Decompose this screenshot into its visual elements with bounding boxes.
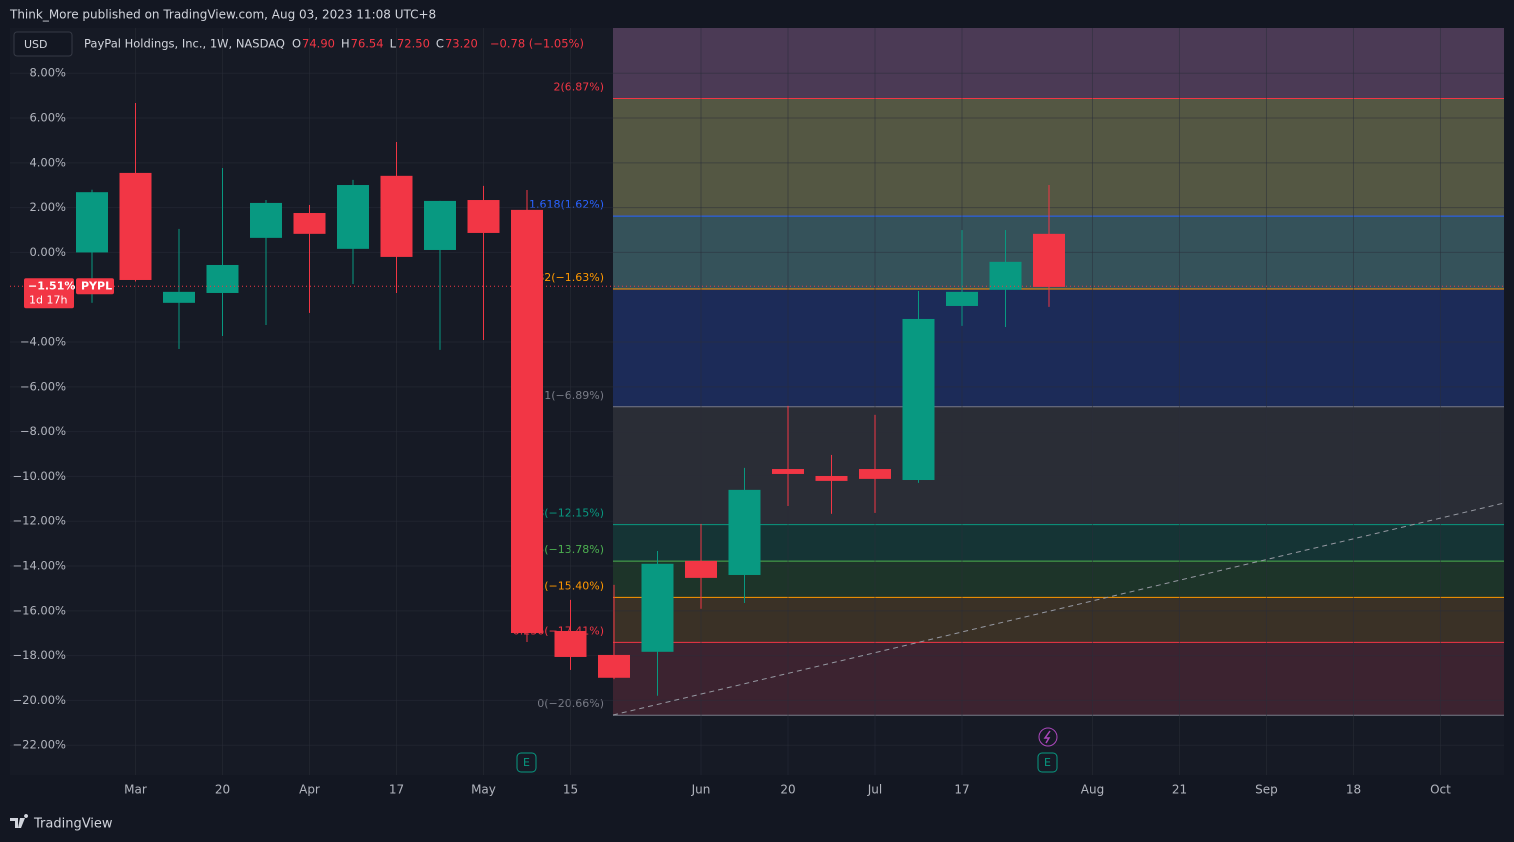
candle-body bbox=[467, 200, 500, 233]
fib-zone bbox=[613, 524, 1504, 562]
legend-change: −0.78 (−1.05%) bbox=[490, 37, 584, 51]
candle-body bbox=[119, 172, 152, 280]
fib-label: 1.618(1.62%) bbox=[529, 198, 604, 211]
legend-l-key: L bbox=[390, 37, 397, 51]
y-tick-label: −10.00% bbox=[13, 469, 67, 483]
candle-body bbox=[597, 654, 630, 678]
candles bbox=[75, 103, 1065, 696]
candle-body bbox=[1032, 233, 1065, 287]
y-tick-label: 8.00% bbox=[29, 66, 66, 80]
legend-o: 74.90 bbox=[302, 37, 335, 51]
y-tick-label: 0.00% bbox=[29, 245, 66, 259]
symbol-badge-text: PYPL bbox=[81, 279, 112, 292]
fib-zone bbox=[613, 642, 1504, 716]
candle-body bbox=[989, 261, 1022, 290]
earnings-letter: E bbox=[523, 756, 530, 769]
y-tick-label: −22.00% bbox=[13, 738, 67, 752]
legend-h: 76.54 bbox=[351, 37, 384, 51]
candle-body bbox=[423, 200, 456, 250]
y-tick-label: −4.00% bbox=[20, 335, 66, 349]
legend-c: 73.20 bbox=[445, 37, 478, 51]
x-tick-label: Mar bbox=[124, 783, 147, 797]
candle-body bbox=[641, 563, 674, 652]
grid bbox=[10, 28, 1504, 775]
candle-body bbox=[75, 192, 108, 253]
candle-body bbox=[510, 209, 543, 633]
y-tick-label: −8.00% bbox=[20, 424, 66, 438]
earnings-icon[interactable] bbox=[1037, 752, 1058, 773]
legend: PayPal Holdings, Inc., 1W, NASDAQ O 74.90 H… bbox=[84, 37, 584, 51]
x-tick-label: Sep bbox=[1255, 783, 1278, 797]
candle-body bbox=[902, 318, 935, 481]
price-badge-value: −1.51% bbox=[28, 279, 75, 292]
candle-body bbox=[815, 475, 848, 481]
fib-zone bbox=[613, 288, 1504, 407]
earnings-letter: E bbox=[1044, 756, 1051, 769]
y-tick-label: −12.00% bbox=[13, 514, 67, 528]
candle-body bbox=[945, 291, 978, 306]
fib-label: 2(6.87%) bbox=[553, 81, 604, 94]
candle-body bbox=[380, 175, 413, 257]
y-tick-label: −18.00% bbox=[13, 648, 67, 662]
x-tick-label: Apr bbox=[299, 783, 320, 797]
earnings-icon[interactable] bbox=[516, 752, 537, 773]
fib-zone bbox=[613, 561, 1504, 598]
candle-body bbox=[336, 185, 369, 249]
x-tick-label: 20 bbox=[215, 783, 230, 797]
y-tick-label: −6.00% bbox=[20, 379, 66, 393]
x-tick-label: 17 bbox=[954, 783, 969, 797]
x-tick-label: 20 bbox=[780, 783, 795, 797]
price-badge bbox=[24, 278, 74, 309]
y-tick-label: −20.00% bbox=[13, 693, 67, 707]
price-badge-countdown: 1d 17h bbox=[29, 293, 67, 306]
candle-body bbox=[771, 469, 804, 474]
legend-l: 72.50 bbox=[397, 37, 430, 51]
legend-title: PayPal Holdings, Inc., 1W, NASDAQ bbox=[84, 37, 285, 51]
x-tick-label: 18 bbox=[1346, 783, 1361, 797]
axes: 8.00% 6.00% 4.00% 2.00% 0.00% −4.00% −6.00% −8.… bbox=[10, 66, 1504, 797]
x-tick-label: 21 bbox=[1172, 783, 1187, 797]
fib-top-zone bbox=[613, 28, 1504, 98]
y-tick-label: −16.00% bbox=[13, 603, 67, 617]
dividend-icon[interactable] bbox=[1038, 727, 1058, 747]
legend-h-key: H bbox=[341, 37, 350, 51]
x-tick-label: 17 bbox=[389, 783, 404, 797]
fib-zone bbox=[613, 98, 1504, 217]
lightning bbox=[1043, 730, 1051, 744]
y-tick-label: −14.00% bbox=[13, 559, 67, 573]
header-title: Think_More published on TradingView.com,… bbox=[9, 8, 436, 22]
candle-body bbox=[162, 291, 195, 303]
y-tick-label: 4.00% bbox=[29, 155, 66, 169]
x-tick-label: Jun bbox=[691, 783, 711, 797]
fib-label: 0.5(−13.78%) bbox=[527, 543, 604, 556]
candle-body bbox=[293, 213, 326, 234]
candle-body bbox=[206, 264, 239, 293]
footer: TradingView bbox=[10, 814, 113, 832]
fib-zone bbox=[613, 406, 1504, 525]
footer-brand: TradingView bbox=[33, 817, 113, 832]
candle-body bbox=[554, 630, 587, 657]
symbol-badge bbox=[76, 278, 114, 295]
y-tick-label: 6.00% bbox=[29, 111, 66, 125]
legend-o-key: O bbox=[292, 37, 301, 51]
y-tick-label: 2.00% bbox=[29, 200, 66, 214]
currency-box[interactable] bbox=[13, 31, 73, 57]
currency: USD bbox=[24, 38, 48, 51]
fib-label: 1(−6.89%) bbox=[544, 389, 604, 402]
candle-body bbox=[249, 202, 282, 238]
x-tick-label: 15 bbox=[563, 783, 578, 797]
legend-c-key: C bbox=[436, 37, 444, 51]
x-tick-label: May bbox=[471, 783, 496, 797]
event-icons: E E bbox=[516, 727, 1058, 773]
x-tick-label: Aug bbox=[1081, 783, 1104, 797]
candle-body bbox=[684, 560, 717, 578]
x-tick-label: Jul bbox=[867, 783, 882, 797]
candle-body bbox=[728, 489, 761, 575]
fib-zone bbox=[613, 597, 1504, 643]
x-tick-label: Oct bbox=[1430, 783, 1451, 797]
candle-body bbox=[858, 469, 891, 479]
logo bbox=[10, 814, 29, 828]
